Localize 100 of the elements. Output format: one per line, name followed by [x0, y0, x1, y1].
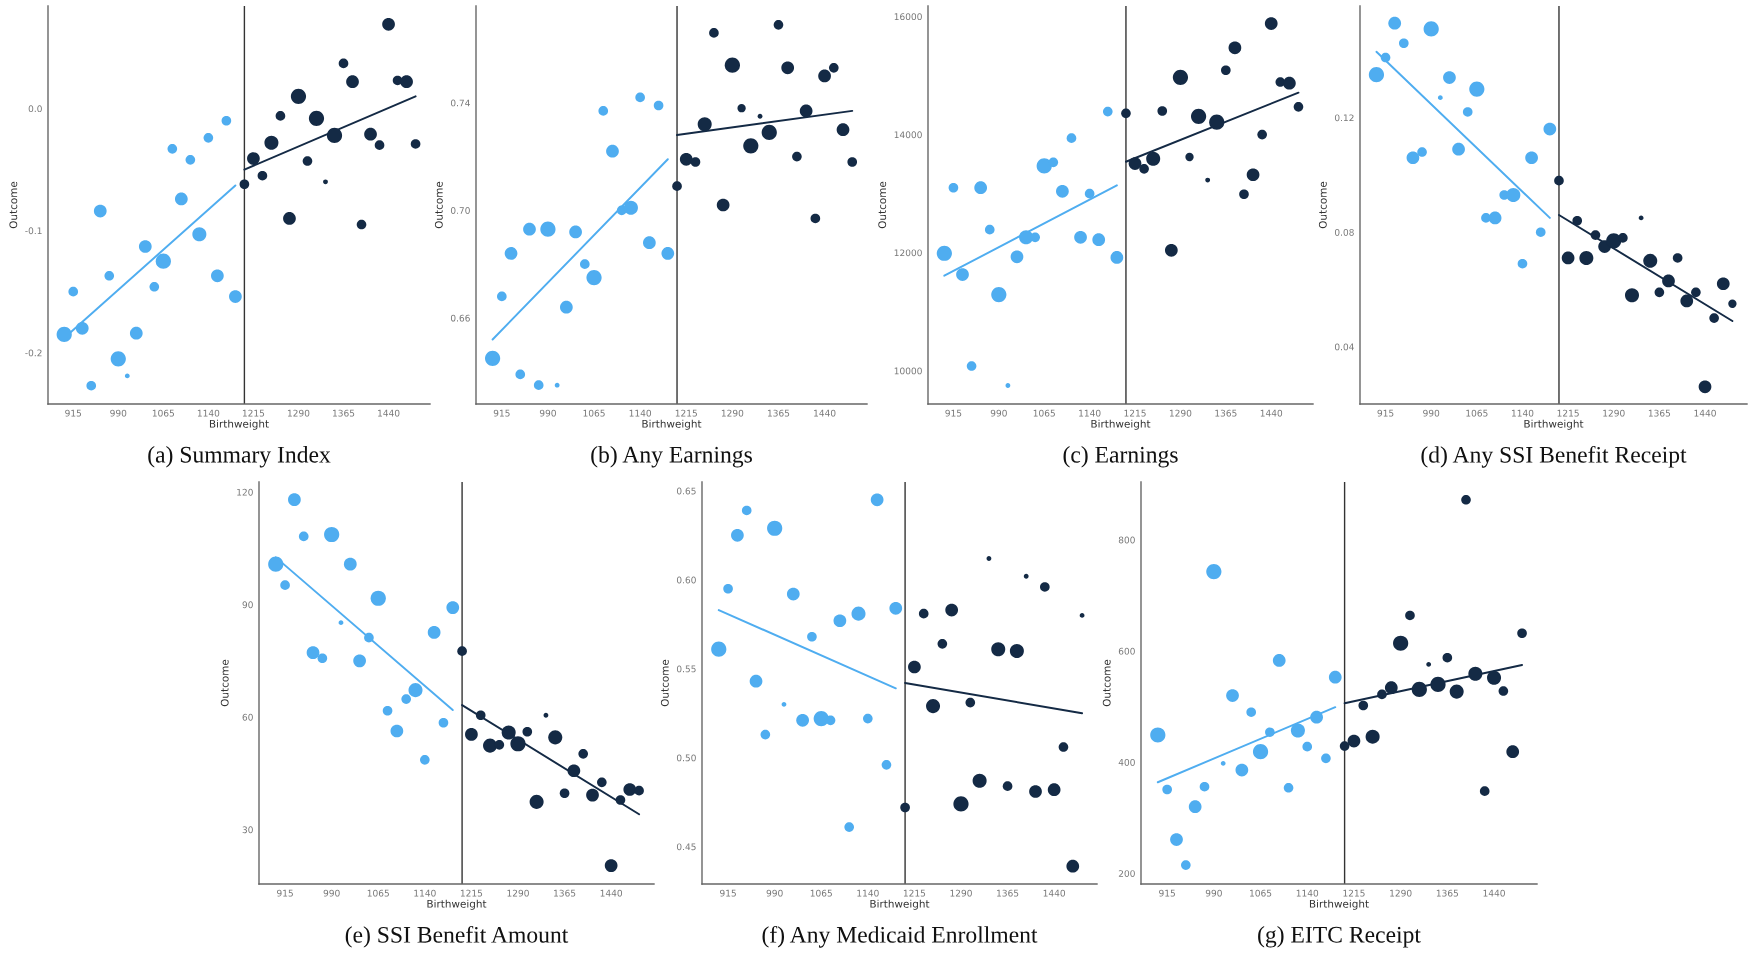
- x-axis-title: Birthweight: [642, 419, 702, 430]
- x-axis-title: Birthweight: [427, 899, 487, 910]
- y-tick-label: 0.08: [1334, 228, 1354, 236]
- y-tick-label: 12000: [894, 249, 922, 257]
- x-tick-label: 1140: [857, 889, 879, 897]
- x-tick-label: 1065: [1466, 409, 1488, 417]
- y-tick-label: 800: [1118, 536, 1135, 544]
- text: (a) Summary Index: [148, 446, 331, 468]
- y-tick-label: 0.66: [450, 314, 470, 322]
- y-tick-label: -0.1: [25, 227, 42, 235]
- x-tick-label: 1365: [767, 409, 790, 417]
- x-tick-label: 1140: [414, 889, 436, 897]
- x-tick-label: 1215: [242, 409, 265, 417]
- x-tick-label: 1065: [152, 409, 175, 417]
- x-tick-label: 1215: [1343, 889, 1365, 897]
- x-tick-label: 1440: [1694, 409, 1716, 417]
- x-tick-label: 1065: [367, 889, 389, 897]
- x-tick-label: 1440: [378, 409, 400, 417]
- x-tick-label: 1365: [1648, 409, 1671, 417]
- x-tick-label: 915: [1377, 409, 1394, 417]
- y-tick-label: 0.74: [450, 99, 470, 107]
- x-tick-label: 1215: [460, 889, 483, 897]
- x-axis-title: Birthweight: [1309, 899, 1369, 910]
- y-tick-label: -0.2: [25, 349, 42, 357]
- text: (e) SSI Benefit Amount: [345, 925, 569, 948]
- x-tick-label: 1290: [950, 889, 972, 897]
- y-tick-label: 0.12: [1334, 114, 1354, 122]
- x-tick-label: 1290: [1603, 409, 1625, 417]
- x-tick-label: 1290: [507, 889, 529, 897]
- y-tick-label: 0.04: [1334, 343, 1354, 351]
- x-tick-label: 1440: [1043, 889, 1066, 897]
- x-tick-label: 990: [1423, 409, 1440, 417]
- x-tick-label: 990: [766, 889, 783, 897]
- y-tick-label: 10000: [894, 367, 922, 375]
- y-axis-title: Outcome: [1102, 659, 1111, 707]
- x-tick-label: 1140: [1296, 889, 1319, 897]
- y-tick-label: 0.70: [450, 207, 470, 214]
- x-tick-label: 1365: [1215, 409, 1237, 417]
- x-tick-label: 1065: [1250, 889, 1272, 897]
- x-axis-title: Birthweight: [209, 419, 269, 430]
- x-tick-label: 1140: [197, 409, 220, 417]
- x-axis-title: Birthweight: [1091, 419, 1151, 430]
- x-axis-title: Birthweight: [1524, 419, 1584, 430]
- y-axis-title: Outcome: [1318, 181, 1327, 229]
- x-tick-label: 915: [945, 409, 962, 417]
- x-tick-label: 1140: [1079, 409, 1101, 417]
- x-tick-label: 990: [990, 409, 1007, 417]
- y-tick-label: 400: [1118, 758, 1135, 766]
- x-tick-label: 915: [65, 409, 82, 417]
- x-tick-label: 915: [720, 889, 736, 897]
- y-axis-title: Outcome: [434, 181, 443, 229]
- x-tick-label: 1440: [600, 889, 623, 897]
- y-tick-label: 120: [237, 488, 253, 496]
- x-tick-label: 1290: [287, 409, 310, 417]
- text: (c) Earnings: [1063, 446, 1178, 468]
- y-tick-label: 90: [242, 601, 253, 609]
- x-tick-label: 1215: [675, 409, 697, 417]
- x-axis-title: Birthweight: [870, 899, 930, 910]
- x-tick-label: 1215: [1124, 409, 1146, 417]
- x-tick-label: 915: [493, 409, 510, 417]
- y-tick-label: 600: [1118, 647, 1135, 655]
- y-tick-label: 30: [242, 826, 253, 834]
- y-tick-label: 16000: [894, 13, 922, 21]
- y-tick-label: 0.50: [676, 754, 696, 762]
- text: (b) Any Earnings: [591, 446, 752, 468]
- text: (g) EITC Receipt: [1258, 926, 1421, 948]
- y-axis-title: Outcome: [9, 181, 18, 229]
- x-tick-label: 1290: [1169, 409, 1192, 417]
- y-tick-label: 0.0: [28, 105, 42, 113]
- y-tick-label: 0.45: [676, 843, 696, 851]
- y-axis-title: Outcome: [878, 181, 887, 229]
- x-tick-label: 1215: [1557, 409, 1579, 417]
- x-tick-label: 1290: [721, 409, 744, 417]
- x-tick-label: 1365: [554, 889, 576, 897]
- x-tick-label: 915: [277, 889, 293, 897]
- x-tick-label: 915: [1159, 889, 1175, 897]
- y-axis-title: Outcome: [660, 659, 669, 707]
- x-tick-label: 1440: [1260, 409, 1283, 417]
- x-tick-label: 990: [539, 409, 556, 417]
- x-tick-label: 1065: [1033, 409, 1055, 417]
- x-tick-label: 1140: [629, 409, 652, 417]
- y-tick-label: 60: [242, 713, 253, 721]
- x-tick-label: 990: [110, 409, 127, 417]
- x-tick-label: 1065: [810, 889, 832, 897]
- y-tick-label: 0.55: [676, 665, 696, 673]
- text: (d) Any SSI Benefit Receipt: [1421, 445, 1687, 468]
- y-tick-label: 0.65: [676, 487, 696, 495]
- y-tick-label: 0.60: [676, 576, 696, 584]
- x-tick-label: 1365: [997, 889, 1019, 897]
- x-tick-label: 1215: [903, 889, 926, 897]
- x-tick-label: 1065: [583, 409, 605, 417]
- x-tick-label: 990: [1205, 889, 1222, 897]
- x-tick-label: 1440: [814, 409, 836, 417]
- y-axis-title: Outcome: [220, 659, 229, 707]
- x-tick-label: 1440: [1483, 889, 1505, 897]
- text: (f) Any Medicaid Enrollment: [762, 925, 1038, 948]
- x-tick-label: 1365: [1436, 889, 1459, 897]
- x-tick-label: 1365: [333, 409, 355, 417]
- x-tick-label: 1290: [1390, 889, 1412, 897]
- x-tick-label: 1140: [1511, 409, 1534, 417]
